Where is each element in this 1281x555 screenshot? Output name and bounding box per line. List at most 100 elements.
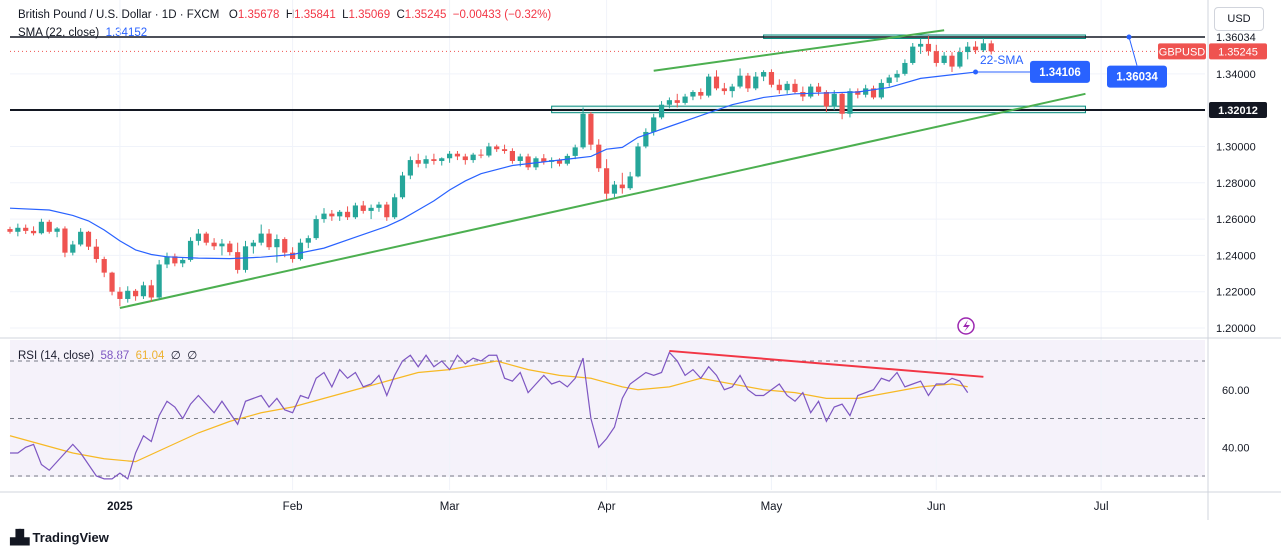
candle-body <box>541 158 547 162</box>
candle-body <box>831 93 837 107</box>
trendline <box>119 92 1086 310</box>
candle-body <box>980 43 986 51</box>
tradingview-brand: TradingView <box>32 530 109 545</box>
candle-body <box>486 146 492 156</box>
candle-body <box>62 228 68 253</box>
time-tick-label: Jul <box>1094 501 1109 513</box>
candle-body <box>258 233 264 243</box>
candle-body <box>38 221 44 234</box>
symbol-title: British Pound / U.S. Dollar · 1D · FXCM <box>18 9 220 21</box>
candle-body <box>235 252 241 270</box>
candle-body <box>23 227 29 231</box>
time-tick-label: Apr <box>598 501 616 513</box>
candle-body <box>431 159 437 161</box>
sma-end-dot <box>973 69 979 75</box>
candle-body <box>855 91 861 95</box>
candle-body <box>501 149 508 152</box>
last-price-tag: 1.35245 <box>1218 46 1258 58</box>
candle-body <box>148 285 154 298</box>
price-tick-label: 1.32000 <box>1216 105 1256 117</box>
target-price-label: 1.36034 <box>1116 72 1158 84</box>
horizontal-levels <box>10 36 1205 111</box>
candle-body <box>454 153 461 157</box>
last-price-tag-bg <box>1209 43 1267 60</box>
candle-body <box>721 88 727 92</box>
target-price-box <box>1107 65 1167 88</box>
rsi-legend: RSI (14, close) 58.87 61.04 ∅ ∅ <box>18 348 197 362</box>
candle-body <box>329 213 335 217</box>
candle-body <box>478 154 484 156</box>
candle-body <box>604 168 610 194</box>
candle-body <box>337 211 343 217</box>
currency-button[interactable]: USD <box>1214 7 1264 31</box>
candle-body <box>109 272 115 292</box>
candle-body <box>800 92 806 97</box>
price-legend: British Pound / U.S. Dollar · 1D · FXCM … <box>18 9 551 21</box>
candle-body <box>768 72 775 85</box>
candle-body <box>423 159 429 164</box>
support-price-tag: 1.32012 <box>1218 105 1258 117</box>
candle-body <box>588 113 594 145</box>
price-tick-label: 1.26000 <box>1216 214 1256 226</box>
price-tick-label: 1.28000 <box>1216 178 1256 190</box>
sma-text-label: 22-SMA <box>980 53 1023 67</box>
price-tick-label: 1.22000 <box>1216 287 1256 299</box>
candle-body <box>965 46 971 53</box>
candle-body <box>274 239 280 248</box>
candle-body <box>172 256 178 264</box>
candle-body <box>494 146 500 150</box>
candle-body <box>266 233 272 248</box>
candle-body <box>140 285 147 297</box>
candle-body <box>815 86 822 93</box>
sma-price-box <box>1030 60 1090 83</box>
candles <box>7 35 994 307</box>
candle-body <box>784 83 790 91</box>
candle-body <box>635 146 641 177</box>
candle-body <box>125 290 131 299</box>
candle-body <box>415 160 421 164</box>
candle-body <box>918 43 924 47</box>
sma-legend-value: 1.34152 <box>105 27 148 39</box>
candle-body <box>698 92 704 96</box>
lightning-icon[interactable] <box>957 317 975 335</box>
price-tick-label: 1.20000 <box>1216 323 1256 335</box>
candle-body <box>745 75 751 89</box>
target-connector <box>1128 36 1138 66</box>
candle-body <box>572 147 578 156</box>
candle-body <box>242 246 249 270</box>
last-symbol-tag: GBPUSD <box>1159 46 1206 58</box>
candle-body <box>933 51 939 63</box>
candle-body <box>344 211 351 218</box>
zone-box <box>551 105 1086 114</box>
candle-body <box>180 259 186 264</box>
time-tick-label: Feb <box>283 501 303 513</box>
time-tick-label: Mar <box>440 501 460 513</box>
candle-body <box>203 233 209 243</box>
candle-body <box>376 204 382 208</box>
candle-body <box>384 204 390 218</box>
sma-price-label: 1.34106 <box>1039 67 1081 79</box>
candle-body <box>93 246 99 260</box>
rsi-tick-label: 60.00 <box>1222 385 1250 397</box>
tradingview-logo[interactable]: ▟▙ TradingView <box>10 529 109 546</box>
candle-body <box>925 43 932 52</box>
candle-body <box>941 55 947 63</box>
candle-body <box>15 227 21 232</box>
candle-body <box>674 100 680 103</box>
candle-body <box>863 88 869 95</box>
grid <box>0 0 1281 520</box>
sma-line <box>9 69 979 260</box>
candle-body <box>321 213 327 220</box>
zone-box <box>763 34 1086 39</box>
candle-body <box>847 91 853 114</box>
zones <box>551 34 1086 114</box>
candle-body <box>352 205 358 218</box>
sma-polyline <box>9 71 976 260</box>
candle-body <box>886 77 892 83</box>
price-labels: GBPUSD 1.35245 1.32012 1.34106 22-SMA 1.36034 <box>975 34 1267 118</box>
candle-body <box>753 76 759 89</box>
candle-body <box>439 158 445 161</box>
trendline <box>653 29 945 72</box>
candle-body <box>556 160 563 164</box>
